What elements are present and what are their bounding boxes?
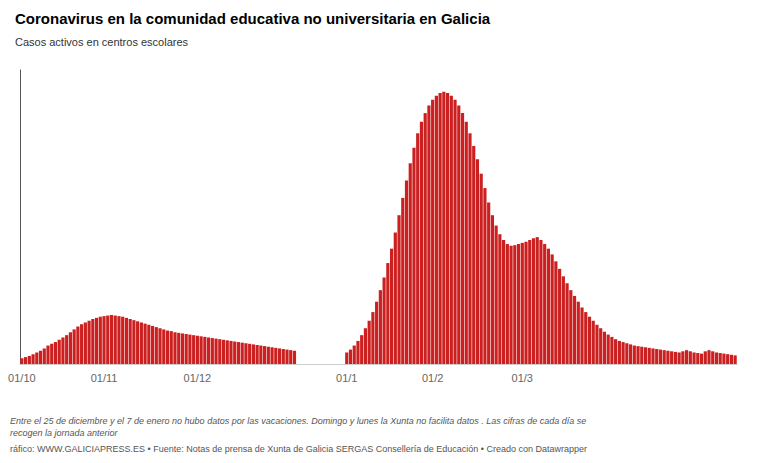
svg-text:Casos activos en centros escol: Casos activos en centros escolares: [15, 36, 189, 48]
svg-text:ráfico: WWW.GALICIAPRESS.ES •: ráfico: WWW.GALICIAPRESS.ES • Fuente: No…: [10, 444, 587, 454]
svg-text:Coronavirus en la comunidad ed: Coronavirus en la comunidad educativa no…: [15, 10, 491, 27]
svg-text:recogen la jornada anterior: recogen la jornada anterior: [10, 428, 119, 438]
svg-text:01/3: 01/3: [512, 372, 533, 384]
svg-text:01/10: 01/10: [8, 372, 36, 384]
svg-text:01/12: 01/12: [184, 372, 212, 384]
svg-text:Entre el 25 de diciembre y el: Entre el 25 de diciembre y el 7 de enero…: [10, 416, 589, 426]
svg-text:01/11: 01/11: [91, 372, 118, 384]
svg-text:01/2: 01/2: [422, 372, 443, 384]
svg-text:01/1: 01/1: [336, 372, 357, 384]
